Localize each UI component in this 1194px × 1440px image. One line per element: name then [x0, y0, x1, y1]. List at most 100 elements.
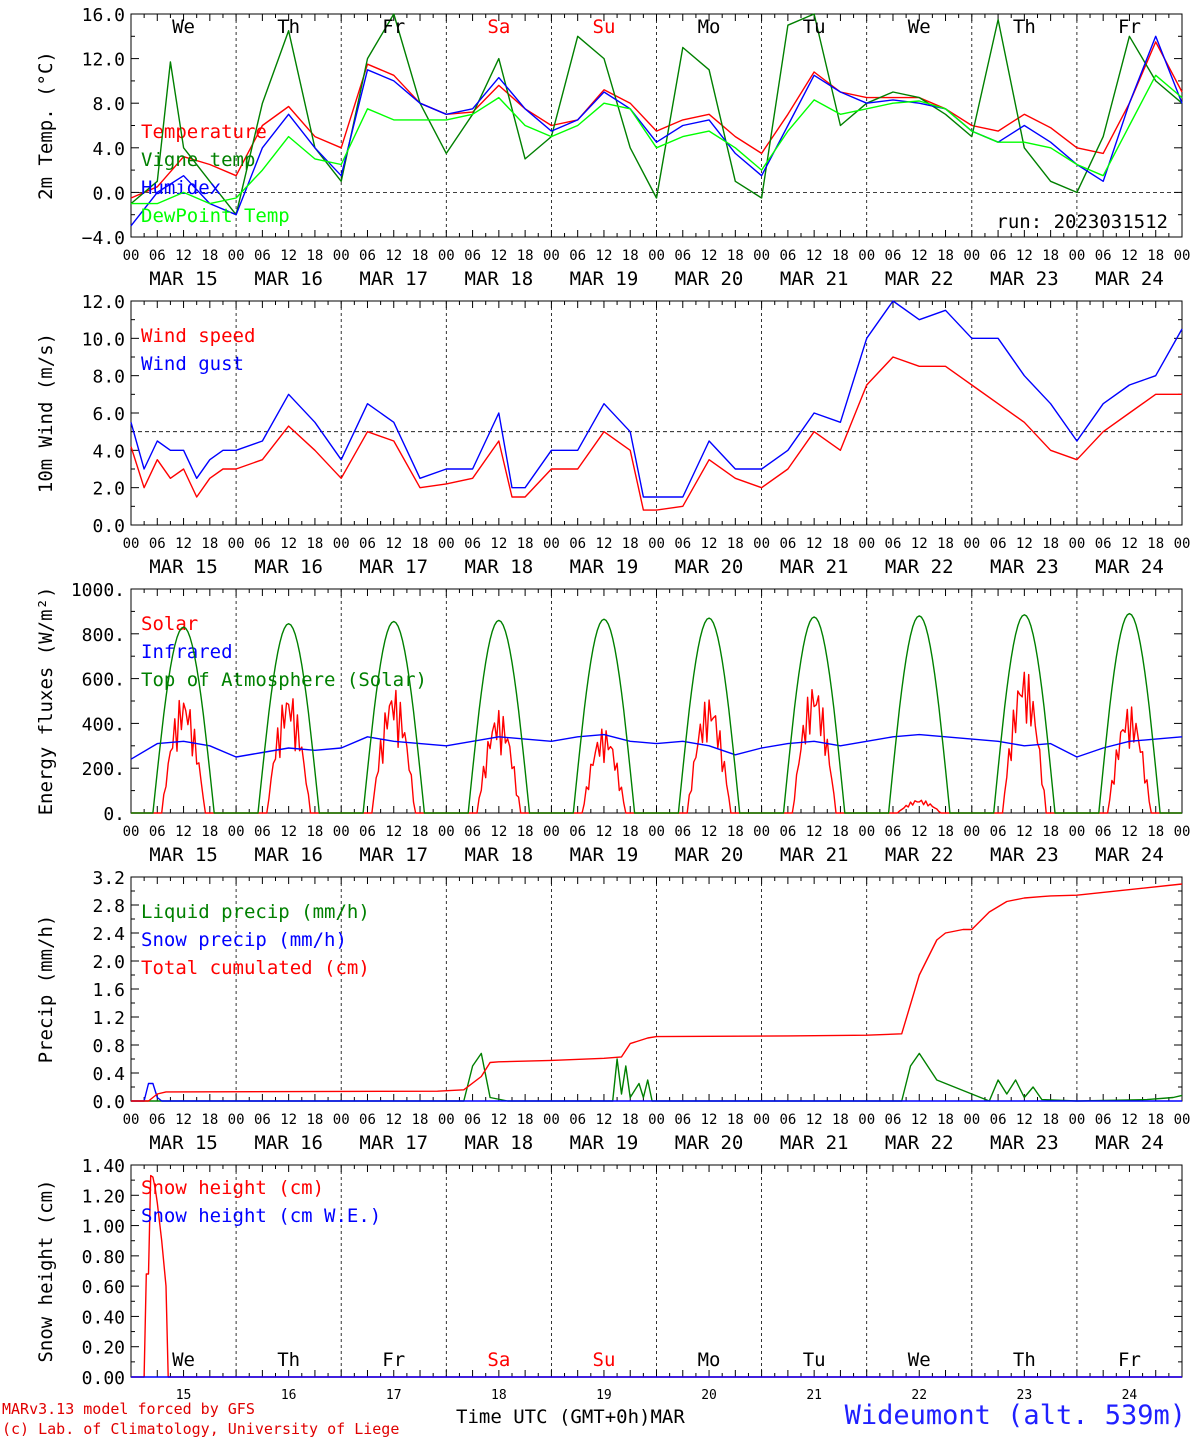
series-line-infrared — [130, 733, 1183, 760]
hour-tick-label: 18 — [412, 248, 429, 264]
hour-tick-label: 06 — [1095, 248, 1112, 264]
hour-tick-label: 00 — [543, 1112, 560, 1128]
hour-tick-label: 06 — [359, 824, 376, 840]
y-tick-label: 1000. — [71, 580, 125, 601]
date-label: MAR 22 — [885, 556, 954, 578]
hour-tick-label: 06 — [464, 248, 481, 264]
date-label: MAR 23 — [990, 556, 1059, 578]
hour-tick-label: 12 — [385, 248, 402, 264]
series-line-vigne-temp — [130, 13, 1183, 216]
weekday-label: Fr — [1118, 1349, 1141, 1371]
legend-entry: Solar — [141, 613, 198, 635]
hour-tick-label: 06 — [885, 1112, 902, 1128]
date-label: MAR 19 — [570, 844, 639, 866]
hour-tick-label: 12 — [701, 248, 718, 264]
date-label: MAR 18 — [465, 844, 534, 866]
hour-tick-label: 18 — [1147, 1112, 1164, 1128]
hour-tick-label: 12 — [1016, 536, 1033, 552]
date-label: MAR 24 — [1095, 556, 1164, 578]
series-line-wind-gust — [130, 300, 1183, 498]
hour-tick-label: 18 — [1147, 536, 1164, 552]
y-tick-label: 12.0 — [82, 50, 125, 71]
hour-tick-label: 12 — [596, 824, 613, 840]
hour-tick-label: 18 — [727, 248, 744, 264]
hour-tick-label: 00 — [123, 1112, 140, 1128]
hour-tick-label: 12 — [175, 536, 192, 552]
lab-credit: (c) Lab. of Climatology, University of L… — [2, 1420, 400, 1438]
hour-tick-label: 12 — [280, 824, 297, 840]
y-tick-label: 1.6 — [92, 980, 125, 1001]
hour-tick-label: 00 — [858, 1112, 875, 1128]
hour-tick-label: 00 — [333, 824, 350, 840]
y-axis-label: 10m Wind (m/s) — [35, 333, 57, 493]
date-label: MAR 22 — [885, 844, 954, 866]
date-label: MAR 20 — [675, 268, 744, 290]
date-label: MAR 21 — [780, 1132, 849, 1154]
y-tick-label: 800. — [82, 625, 125, 646]
y-tick-label: 4.0 — [92, 139, 125, 160]
hour-tick-label: 12 — [385, 824, 402, 840]
hour-tick-label: 00 — [858, 824, 875, 840]
date-label: MAR 17 — [359, 844, 428, 866]
hour-tick-label: 18 — [201, 536, 218, 552]
weekday-label: Th — [277, 1349, 300, 1371]
hour-tick-label: 12 — [280, 536, 297, 552]
weekday-label: Th — [1013, 1349, 1036, 1371]
y-tick-label: 1.2 — [92, 1008, 125, 1029]
hour-tick-label: 12 — [596, 248, 613, 264]
hour-tick-label: 18 — [937, 536, 954, 552]
day-number-label: 24 — [1122, 1388, 1138, 1403]
hour-tick-label: 18 — [832, 1112, 849, 1128]
series-line-top-of-atmosphere-solar — [131, 612, 1182, 814]
hour-tick-label: 18 — [201, 1112, 218, 1128]
hour-tick-label: 06 — [149, 824, 166, 840]
hour-tick-label: 12 — [175, 1112, 192, 1128]
hour-tick-label: 18 — [306, 824, 323, 840]
date-label: MAR 20 — [675, 844, 744, 866]
y-tick-label: 0. — [103, 804, 125, 825]
hour-tick-label: 00 — [438, 248, 455, 264]
hour-tick-label: 00 — [543, 248, 560, 264]
date-label: MAR 22 — [885, 268, 954, 290]
date-label: MAR 16 — [254, 268, 323, 290]
hour-tick-label: 18 — [937, 1112, 954, 1128]
hour-tick-label: 12 — [175, 248, 192, 264]
hour-tick-label: 00 — [228, 824, 245, 840]
hour-tick-label: 06 — [990, 536, 1007, 552]
hour-tick-label: 12 — [596, 1112, 613, 1128]
hour-tick-label: 12 — [701, 824, 718, 840]
hour-tick-label: 06 — [464, 1112, 481, 1128]
hour-tick-label: 00 — [1174, 1112, 1191, 1128]
date-label: MAR 19 — [570, 556, 639, 578]
hour-tick-label: 18 — [306, 536, 323, 552]
date-label: MAR 18 — [465, 556, 534, 578]
day-number-label: 16 — [281, 1388, 297, 1403]
hour-tick-label: 06 — [990, 824, 1007, 840]
weekday-label: We — [908, 1349, 931, 1371]
y-tick-label: 3.2 — [92, 868, 125, 889]
hour-tick-label: 06 — [359, 1112, 376, 1128]
y-tick-label: 0.60 — [82, 1277, 125, 1298]
hour-tick-label: 18 — [937, 248, 954, 264]
hour-tick-label: 06 — [569, 824, 586, 840]
legend-entry: Snow height (cm) — [141, 1177, 324, 1199]
weekday-label: Su — [593, 1349, 616, 1371]
hour-tick-label: 12 — [175, 824, 192, 840]
legend-entry: Wind gust — [141, 353, 244, 375]
hour-tick-label: 00 — [333, 248, 350, 264]
weekday-label: Sa — [487, 1349, 510, 1371]
date-label: MAR 17 — [359, 556, 428, 578]
date-label: MAR 16 — [254, 844, 323, 866]
hour-tick-label: 00 — [963, 824, 980, 840]
y-axis-label: Precip (mm/h) — [35, 915, 57, 1064]
hour-tick-label: 18 — [517, 824, 534, 840]
y-tick-label: 400. — [82, 714, 125, 735]
date-label: MAR 15 — [149, 268, 218, 290]
hour-tick-label: 06 — [779, 824, 796, 840]
date-label: MAR 20 — [675, 1132, 744, 1154]
hour-tick-label: 12 — [1016, 824, 1033, 840]
hour-tick-label: 12 — [490, 536, 507, 552]
y-axis-label: Snow height (cm) — [35, 1179, 57, 1362]
hour-tick-label: 12 — [1121, 248, 1138, 264]
series-line-wind-speed — [130, 356, 1182, 511]
